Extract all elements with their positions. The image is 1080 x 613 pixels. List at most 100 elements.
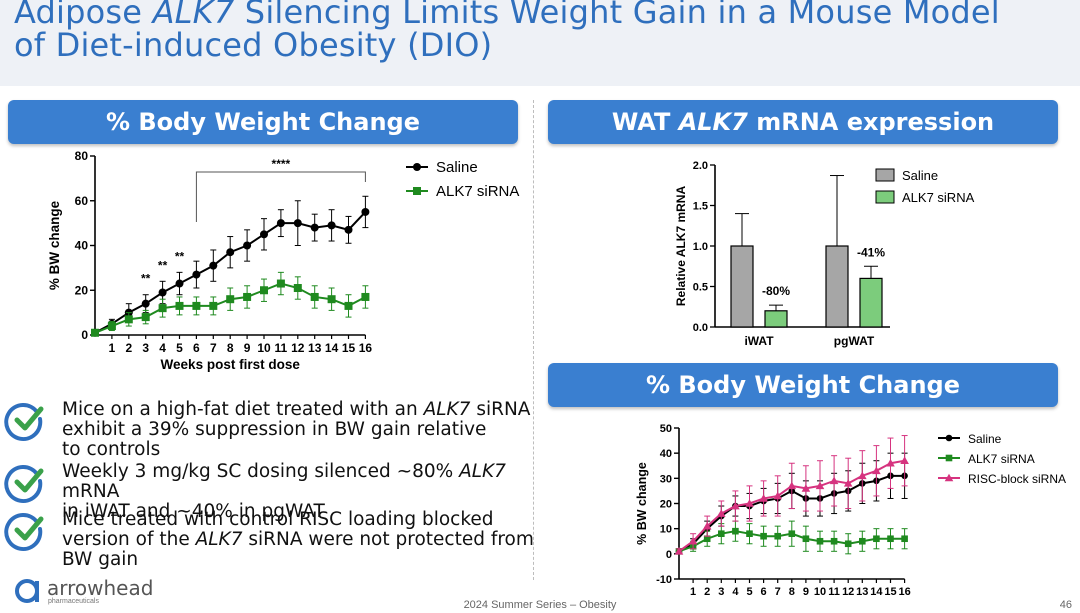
title-line2: of Diet-induced Obesity (DIO) [14,26,493,64]
bar [859,277,883,328]
data-point [243,292,252,301]
data-point [774,532,781,540]
legend-marker [945,434,953,442]
data-point [788,530,796,537]
y-axis-label: % BW change [635,462,649,545]
banner-rt-italic: ALK7 [678,108,748,136]
data-point [702,521,712,530]
b1-l3: to controls [62,439,161,460]
b1-l1b: siRNA [470,399,531,420]
check-icon [4,513,44,551]
x-axis-label: Weeks post first dose [161,357,301,372]
data-point [107,322,116,331]
data-point [745,499,754,507]
data-point [293,219,302,228]
x-tick-label: 2 [125,341,132,355]
data-point [773,491,782,500]
bw-change-chart-right: -100102030405012345678910111213141516Wee… [635,423,1066,596]
x-tick-label: 15 [342,341,356,355]
mrna-bar-chart: 0.0 0.5 1.0 1.5 2.0 Relative ALK7 mRNA iWAT -80… [674,160,975,348]
title-band [0,0,1080,86]
page-number: 46 [1059,599,1072,611]
b2-l1a: Weekly 3 mg/kg SC dosing silenced ~80% [62,461,460,482]
significance-bracket [195,171,366,222]
y-tick-label: 1.0 [693,241,708,253]
x-tick-label: 11 [828,586,840,596]
b1-l1a: Mice on a high-fat diet treated with an [62,399,424,420]
b3-l3: BW gain [62,549,139,570]
b2-l1b: mRNA [62,481,120,502]
significance-marker: ** [175,249,185,263]
legend-label: Saline [968,432,1002,446]
data-point [900,456,909,465]
x-tick-label: 7 [210,341,217,355]
banner-rt-part2: mRNA expression [747,108,995,136]
x-tick-label: 16 [359,341,373,355]
data-point [746,530,753,537]
slide-title: Adipose ALK7 Silencing Limits Weight Gai… [14,0,1000,62]
data-point [858,471,867,480]
bar-label: -41% [857,245,885,259]
data-point [243,241,252,250]
data-point [124,315,133,324]
y-axis-label: Relative ALK7 mRNA [674,186,688,307]
data-point [703,535,711,543]
x-tick-label: 5 [746,586,752,596]
data-point [815,481,825,490]
data-point [732,527,739,535]
y-tick-label: 1.5 [693,201,708,213]
data-point [872,466,881,475]
x-tick-label: 13 [856,586,868,596]
x-tick-label: 14 [870,586,883,596]
legend-swatch [875,168,895,182]
y-tick-label: 20 [75,283,89,297]
data-point [901,535,908,543]
data-point [276,219,285,228]
data-point [209,301,218,310]
x-tick-label: 15 [884,586,896,596]
y-tick-label: 20 [660,499,672,511]
data-point [829,476,839,485]
data-point [226,295,235,304]
x-tick-label: 13 [308,341,322,355]
b1-l2: exhibit a 39% suppression in BW gain rel… [62,419,487,440]
legend-label: ALK7 siRNA [968,452,1035,466]
data-point [327,221,336,230]
data-point [873,535,880,543]
banner-rt-part1: WAT [611,108,679,136]
x-tick-label: 8 [227,341,234,355]
data-point [816,537,824,545]
data-point [717,509,726,517]
y-tick-label: 60 [75,194,89,208]
b3-l2a: version of the [62,529,196,550]
logo-subtext: pharmaceuticals [48,598,99,605]
check-icon [4,465,44,503]
bar [825,245,849,328]
legend-marker [413,187,421,195]
legend-label: ALK7 siRNA [902,190,975,205]
data-point [293,284,302,293]
x-tick-label: 10 [814,586,826,596]
significance-marker: **** [272,157,291,171]
footer-text: 2024 Summer Series – Obesity [463,599,617,611]
data-point [802,535,810,543]
x-tick-label: 14 [325,341,339,355]
data-point [731,501,740,510]
dashed-divider [533,100,534,580]
b2-l1i: ALK7 [459,461,506,482]
y-tick-label: 30 [660,473,672,485]
y-tick-label: -10 [656,574,672,586]
data-point [260,230,268,239]
bullet-3: Mice treated with control RISC loading b… [4,510,534,572]
data-point [91,328,99,337]
bullet-1: Mice on a high-fat diet treated with an … [4,400,534,462]
y-tick-label: 80 [75,149,89,163]
title-part1: Adipose [14,0,153,31]
check-icon [4,403,44,441]
x-tick-label: 2 [704,586,710,596]
x-tick-label: iWAT [744,334,774,348]
data-point [886,458,895,467]
legend-label: RISC-block siRNA [968,472,1066,486]
b2-l2: in iWAT and ~40% in pgWAT [62,501,325,522]
